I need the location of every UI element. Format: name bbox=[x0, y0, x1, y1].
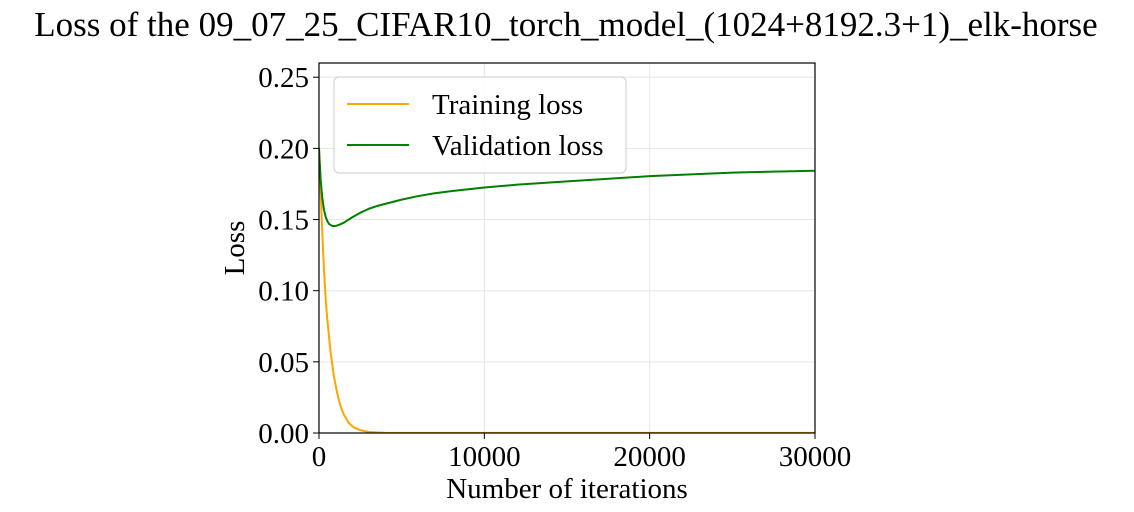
axis-ticks: 0 10000 20000 30000 0.00 0.05 0.10 0.15 0.20 0.25 bbox=[258, 62, 851, 473]
x-tick-label: 30000 bbox=[779, 441, 852, 473]
y-tick-label: 0.20 bbox=[258, 133, 309, 165]
y-tick-label: 0.00 bbox=[258, 418, 309, 450]
legend-label: Validation loss bbox=[432, 130, 604, 162]
y-tick-label: 0.15 bbox=[258, 205, 309, 237]
x-tick-label: 20000 bbox=[613, 441, 686, 473]
legend-box bbox=[333, 76, 627, 174]
y-tick-label: 0.25 bbox=[258, 62, 309, 94]
chart-title: Loss of the 09_07_25_CIFAR10_torch_model… bbox=[34, 5, 1097, 44]
legend-label: Training loss bbox=[432, 89, 583, 121]
y-tick-label: 0.05 bbox=[258, 347, 309, 379]
y-axis-label: Loss bbox=[219, 221, 251, 276]
x-tick-label: 10000 bbox=[448, 441, 521, 473]
x-axis-label: Number of iterations bbox=[446, 473, 688, 505]
y-tick-label: 0.10 bbox=[258, 276, 309, 308]
x-tick-label: 0 bbox=[312, 441, 327, 473]
legend: Training loss Validation loss bbox=[333, 76, 627, 174]
plot-frame bbox=[318, 62, 816, 434]
series-line-validation-loss bbox=[319, 147, 815, 227]
